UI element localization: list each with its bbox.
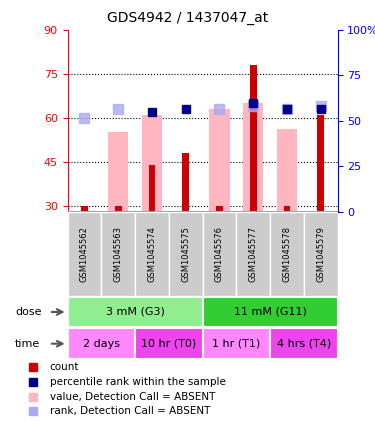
Text: GDS4942 / 1437047_at: GDS4942 / 1437047_at [107, 11, 268, 25]
Bar [216, 206, 223, 212]
Text: 3 mM (G3): 3 mM (G3) [106, 307, 164, 317]
Text: GSM1045563: GSM1045563 [114, 226, 123, 282]
Text: GSM1045574: GSM1045574 [147, 226, 156, 282]
Bar [202, 329, 270, 359]
Bar [101, 212, 135, 296]
Bar [202, 212, 236, 296]
Bar [81, 206, 88, 212]
Bar [148, 165, 155, 212]
Text: 10 hr (T0): 10 hr (T0) [141, 339, 196, 349]
Bar [277, 129, 297, 212]
Bar [202, 297, 338, 327]
Text: GSM1045578: GSM1045578 [282, 226, 291, 282]
Bar [284, 206, 290, 212]
Bar [108, 132, 128, 212]
Text: time: time [15, 339, 40, 349]
Text: count: count [50, 362, 79, 372]
Bar [209, 109, 230, 212]
Text: rank, Detection Call = ABSENT: rank, Detection Call = ABSENT [50, 407, 210, 416]
Bar [142, 115, 162, 212]
Bar [270, 212, 304, 296]
Text: 2 days: 2 days [83, 339, 120, 349]
Bar [236, 212, 270, 296]
Text: 4 hrs (T4): 4 hrs (T4) [277, 339, 331, 349]
Text: percentile rank within the sample: percentile rank within the sample [50, 377, 226, 387]
Bar [250, 65, 256, 211]
Text: GSM1045575: GSM1045575 [181, 226, 190, 282]
Bar [317, 115, 324, 212]
Bar [135, 329, 202, 359]
Text: GSM1045577: GSM1045577 [249, 226, 258, 282]
Text: GSM1045562: GSM1045562 [80, 226, 89, 282]
Bar [182, 153, 189, 212]
Bar [135, 212, 169, 296]
Bar [68, 212, 101, 296]
Bar [68, 297, 203, 327]
Text: GSM1045579: GSM1045579 [316, 226, 325, 282]
Bar [270, 329, 338, 359]
Text: GSM1045576: GSM1045576 [215, 226, 224, 282]
Bar [243, 103, 263, 212]
Bar [304, 212, 338, 296]
Bar [115, 206, 122, 212]
Text: 1 hr (T1): 1 hr (T1) [212, 339, 260, 349]
Text: dose: dose [15, 307, 42, 317]
Text: 11 mM (G11): 11 mM (G11) [234, 307, 306, 317]
Text: value, Detection Call = ABSENT: value, Detection Call = ABSENT [50, 392, 215, 401]
Bar [169, 212, 202, 296]
Bar [68, 329, 135, 359]
